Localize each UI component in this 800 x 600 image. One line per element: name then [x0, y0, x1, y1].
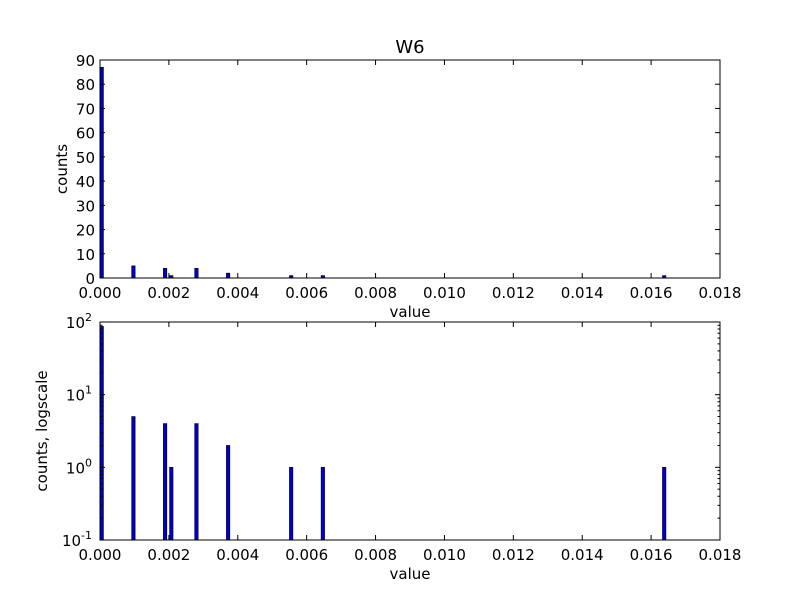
chart-title: W6	[395, 37, 424, 58]
y-tick-label: 40	[76, 173, 95, 191]
histogram-bar	[194, 268, 199, 279]
x-tick-label: 0.004	[216, 284, 259, 302]
y-tick-label: 80	[76, 76, 95, 94]
y-tick-label: 90	[76, 52, 95, 70]
x-axis-label: value	[390, 565, 431, 583]
x-tick-label: 0.012	[492, 546, 535, 564]
y-axis-label: counts, logscale	[33, 370, 51, 491]
bottom-histogram-log: 0.000 0.002 0.004 0.006 0.008 0.010 0.012 0.014…	[33, 311, 741, 583]
histogram-bar	[131, 416, 136, 541]
x-tick-label: 0.014	[561, 284, 604, 302]
x-tick-label: 0.014	[561, 546, 604, 564]
y-tick-label: 10	[76, 246, 95, 264]
y-tick-label: 70	[76, 100, 95, 118]
y-tick-label: 20	[76, 222, 95, 240]
histogram-bar	[169, 467, 174, 541]
y-tick-label: 101	[66, 384, 92, 405]
histogram-bar	[289, 467, 294, 541]
axes-frame	[99, 59, 721, 279]
y-tick-label: 102	[66, 311, 92, 332]
x-tick-label: 0.018	[699, 546, 742, 564]
y-tick-label: 10-1	[62, 529, 92, 550]
histogram-bar	[163, 268, 168, 279]
y-tick-label: 50	[76, 149, 95, 167]
x-tick-label: 0.002	[147, 284, 190, 302]
x-tick-label: 0.000	[79, 284, 122, 302]
histogram-bar	[194, 423, 199, 541]
histogram-bar	[131, 265, 136, 279]
x-tick-label: 0.018	[699, 284, 742, 302]
x-tick-label: 0.008	[354, 284, 397, 302]
histogram-bar	[163, 423, 168, 541]
x-tick-label: 0.016	[630, 546, 673, 564]
y-tick-label: 30	[76, 197, 95, 215]
x-tick-label: 0.016	[630, 284, 673, 302]
y-axis-label: counts	[53, 144, 71, 194]
y-tick-label: 0	[85, 270, 95, 288]
x-tick-label: 0.006	[285, 546, 328, 564]
histogram-bar	[226, 272, 231, 279]
x-axis-label: value	[390, 303, 431, 321]
y-tick-label: 60	[76, 125, 95, 143]
x-tick-label: 0.010	[423, 284, 466, 302]
x-tick-label: 0.006	[285, 284, 328, 302]
axes-frame	[99, 321, 721, 541]
x-tick-label: 0.012	[492, 284, 535, 302]
histogram-bar	[99, 326, 104, 541]
y-tick-label: 100	[66, 456, 92, 477]
x-tick-label: 0.004	[216, 546, 259, 564]
top-histogram: 0.000 0.002 0.004 0.006 0.008 0.010 0.012 0.014…	[53, 37, 741, 321]
x-tick-label: 0.010	[423, 546, 466, 564]
histogram-bar	[226, 445, 231, 541]
histogram-bar	[99, 66, 104, 279]
histogram-bar	[662, 467, 667, 541]
x-tick-label: 0.002	[147, 546, 190, 564]
x-tick-label: 0.008	[354, 546, 397, 564]
histogram-bar	[320, 467, 325, 541]
x-tick-label: 0.000	[79, 546, 122, 564]
